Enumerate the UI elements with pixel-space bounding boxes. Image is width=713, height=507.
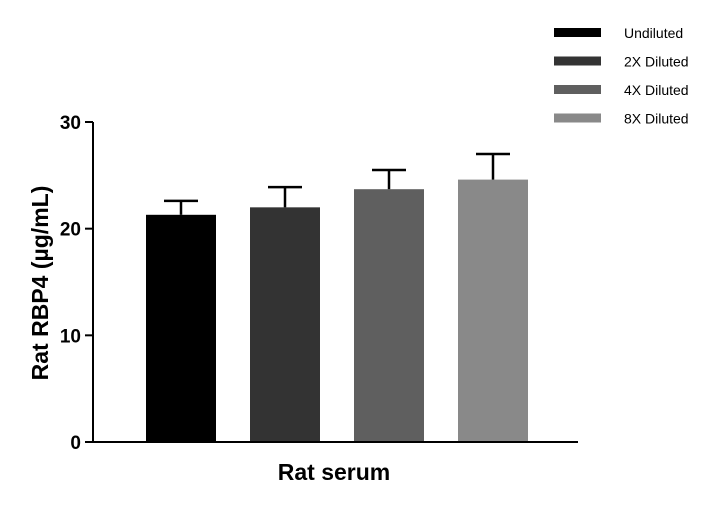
error-bars: [164, 152, 510, 215]
y-tick-label-1: 10: [60, 326, 81, 347]
bar-0: [146, 214, 216, 442]
legend-label-1: 2X Diluted: [624, 54, 689, 70]
axes: [92, 122, 578, 443]
x-axis-title: Rat serum: [278, 459, 390, 485]
legend-label-0: Undiluted: [624, 25, 683, 41]
legend-swatch-1: [554, 56, 601, 66]
legend-swatch-3: [554, 113, 601, 123]
legend-label-2: 4X Diluted: [624, 82, 689, 98]
bars: [146, 179, 528, 442]
legend-label-3: 8X Diluted: [624, 111, 689, 127]
bar-1: [250, 207, 320, 442]
y-tick-label-3: 30: [60, 113, 81, 134]
y-tick-label-2: 20: [60, 220, 81, 241]
y-axis-title: Rat RBP4 (µg/mL): [27, 186, 53, 381]
y-ticks: 0 10 20 30: [60, 113, 93, 454]
legend-swatch-0: [554, 28, 601, 37]
legend: Undiluted 2X Diluted 4X Diluted 8X Diluted: [554, 25, 689, 127]
bar-2: [354, 189, 424, 442]
y-tick-label-0: 0: [70, 433, 81, 454]
bar-3: [458, 179, 528, 442]
legend-swatch-2: [554, 85, 601, 94]
